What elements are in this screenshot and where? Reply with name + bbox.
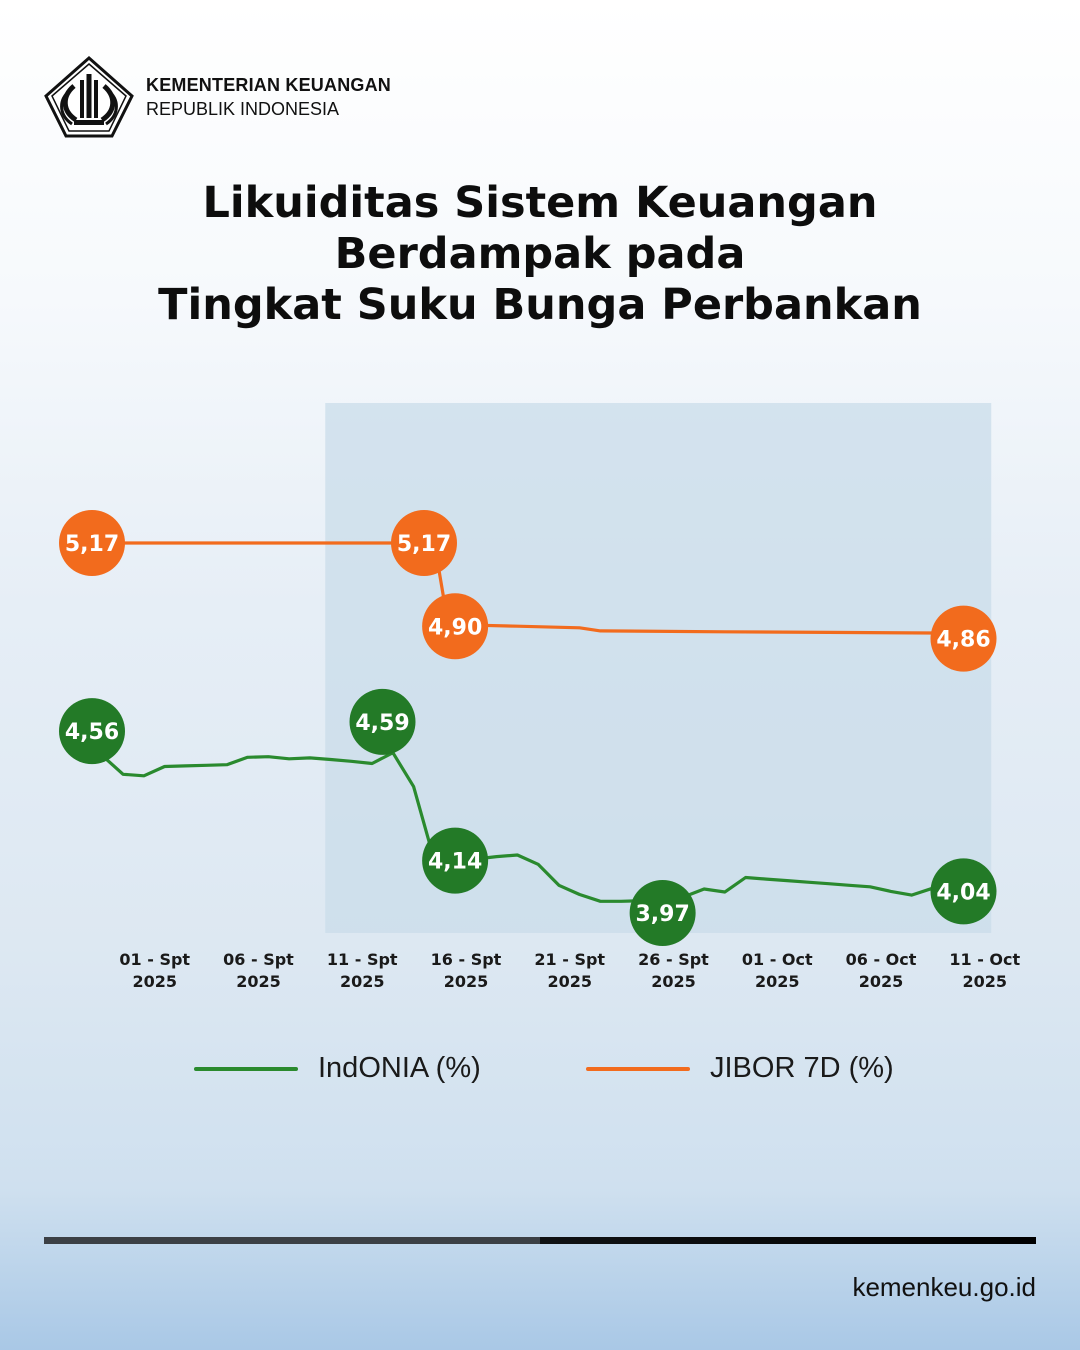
x-tick-year: 2025 — [340, 972, 385, 991]
x-tick-label: 01 - Spt — [119, 950, 190, 969]
website-link[interactable]: kemenkeu.go.id — [852, 1272, 1036, 1302]
data-label-indonia: 4,56 — [65, 720, 119, 745]
data-label-bubble-indonia — [930, 858, 997, 925]
series-line-indonia — [100, 751, 976, 903]
data-label-bubble-indonia — [629, 880, 696, 946]
data-label-indonia: 4,59 — [355, 711, 409, 736]
data-label-jibor: 5,17 — [397, 532, 451, 557]
data-label-bubble-jibor — [391, 510, 457, 576]
legend-label-jibor: JIBOR 7D (%) — [710, 1052, 894, 1084]
data-label-bubble-jibor — [59, 510, 125, 576]
data-label-jibor: 4,90 — [428, 615, 482, 640]
data-label-bubble-indonia — [59, 698, 125, 765]
x-tick-label: 16 - Spt — [431, 950, 502, 969]
x-tick-label: 21 - Spt — [534, 950, 605, 969]
title-line-2: Berdampak pada — [334, 229, 746, 279]
legend-swatch-indonia — [194, 1066, 298, 1071]
x-tick-year: 2025 — [236, 972, 281, 991]
footer-divider — [44, 1237, 1036, 1244]
x-tick-year: 2025 — [547, 972, 592, 991]
series-line-jibor — [100, 541, 986, 635]
x-tick-label: 11 - Oct — [949, 950, 1020, 969]
data-label-bubble-jibor — [930, 605, 997, 672]
legend-item-jibor: JIBOR 7D (%) — [586, 1052, 894, 1085]
x-tick-label: 26 - Spt — [638, 950, 709, 969]
data-label-jibor: 4,86 — [936, 628, 990, 653]
line-chart: 5,17 5,17 4,90 4,86 4,56 4,59 4,14 3,97 4,04 01 -… — [59, 403, 1020, 991]
header: KEMENTERIAN KEUANGAN REPUBLIK INDONESIA — [44, 56, 391, 138]
data-label-indonia: 4,04 — [936, 880, 990, 905]
x-tick-year: 2025 — [755, 972, 800, 991]
title-line-3: Tingkat Suku Bunga Perbankan — [158, 280, 922, 330]
x-tick-year: 2025 — [962, 972, 1007, 991]
data-label-indonia: 4,14 — [428, 850, 482, 875]
legend-swatch-jibor — [586, 1066, 690, 1071]
x-tick-label: 01 - Oct — [742, 950, 813, 969]
x-tick-year: 2025 — [859, 972, 904, 991]
data-label-indonia: 3,97 — [635, 902, 689, 927]
legend-label-indonia: IndONIA (%) — [318, 1052, 481, 1084]
data-label-bubble-indonia — [422, 827, 489, 894]
legend-item-indonia: IndONIA (%) — [194, 1052, 481, 1085]
org-name: KEMENTERIAN KEUANGAN — [146, 75, 392, 95]
data-label-bubble-indonia — [349, 688, 416, 755]
x-tick-year: 2025 — [651, 972, 696, 991]
org-subtitle: REPUBLIK INDONESIA — [146, 99, 340, 119]
data-label-bubble-jibor — [422, 593, 489, 660]
x-tick-label: 11 - Spt — [327, 950, 398, 969]
x-tick-year: 2025 — [444, 972, 489, 991]
x-tick-year: 2025 — [132, 972, 177, 991]
x-tick-label: 06 - Spt — [223, 950, 294, 969]
data-label-jibor: 5,17 — [65, 532, 119, 557]
x-tick-label: 06 - Oct — [846, 950, 917, 969]
page-title: Likuiditas Sistem Keuangan Berdampak pad… — [0, 178, 1080, 331]
title-line-1: Likuiditas Sistem Keuangan — [202, 178, 878, 228]
kemenkeu-emblem-icon — [44, 56, 134, 138]
